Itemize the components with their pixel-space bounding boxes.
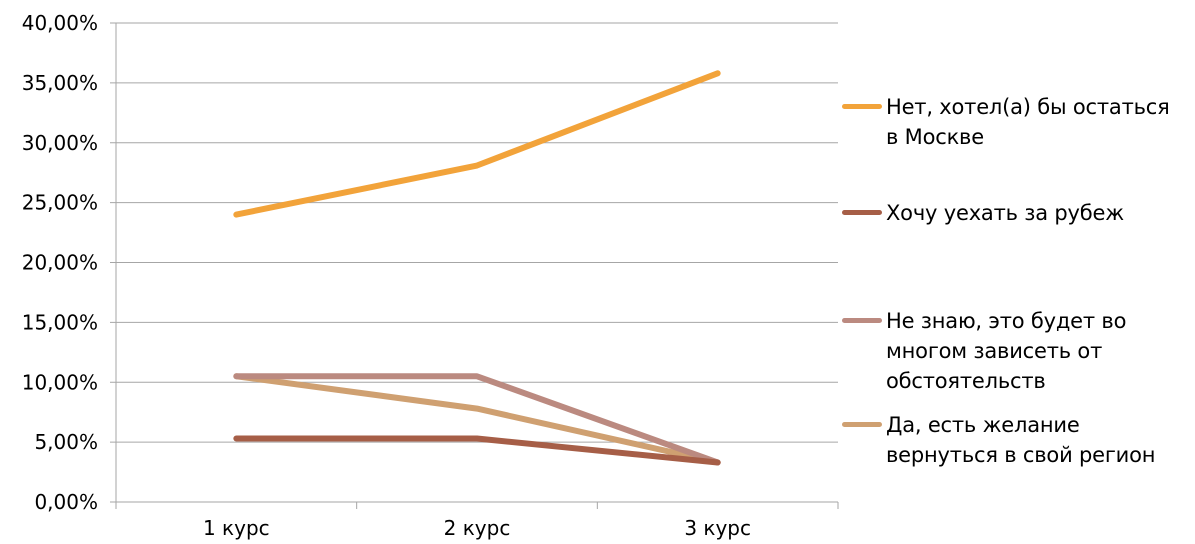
x-tick-label: 3 курс xyxy=(684,516,751,540)
y-tick-label: 15,00% xyxy=(22,310,98,334)
tick-labels: 0,00% 5,00% 10,00% 15,00% 20,00% 25,00% 30,00%… xyxy=(22,11,751,540)
legend-item-abroad: Хочу уехать за рубеж xyxy=(842,198,1195,228)
y-tick-label: 20,00% xyxy=(22,251,98,275)
legend: Нет, хотел(а) бы остаться в Москве Хочу … xyxy=(842,0,1195,544)
legend-item-stay-moscow: Нет, хотел(а) бы остаться в Москве xyxy=(842,92,1195,152)
legend-label-abroad: Хочу уехать за рубеж xyxy=(886,201,1124,225)
y-tick-label: 35,00% xyxy=(22,71,98,95)
x-tick-label: 2 курс xyxy=(444,516,511,540)
axes xyxy=(110,22,839,509)
y-tick-label: 25,00% xyxy=(22,191,98,215)
legend-swatch-stay-moscow xyxy=(842,104,882,109)
y-tick-label: 40,00% xyxy=(22,11,98,35)
y-tick-label: 5,00% xyxy=(34,430,98,454)
legend-label-dont-know: Не знаю, это будет во многом зависеть от… xyxy=(886,309,1127,393)
legend-label-return-region: Да, есть желание вернуться в свой регион xyxy=(886,413,1156,467)
x-tick-label: 1 курс xyxy=(203,516,270,540)
series-line-stay-moscow xyxy=(233,70,721,218)
series-lines xyxy=(233,70,721,466)
legend-item-return-region: Да, есть желание вернуться в свой регион xyxy=(842,410,1195,470)
legend-swatch-abroad xyxy=(842,210,882,215)
series-line-abroad xyxy=(233,435,721,466)
series-line-dont-know xyxy=(233,373,721,466)
y-tick-label: 30,00% xyxy=(22,131,98,155)
legend-label-stay-moscow: Нет, хотел(а) бы остаться в Москве xyxy=(886,95,1170,149)
y-tick-label: 10,00% xyxy=(22,370,98,394)
gridlines xyxy=(116,22,838,443)
legend-swatch-dont-know xyxy=(842,318,882,323)
legend-swatch-return-region xyxy=(842,422,882,427)
series-line-return-region xyxy=(233,373,721,466)
legend-item-dont-know: Не знаю, это будет во многом зависеть от… xyxy=(842,306,1195,396)
y-tick-label: 0,00% xyxy=(34,490,98,514)
